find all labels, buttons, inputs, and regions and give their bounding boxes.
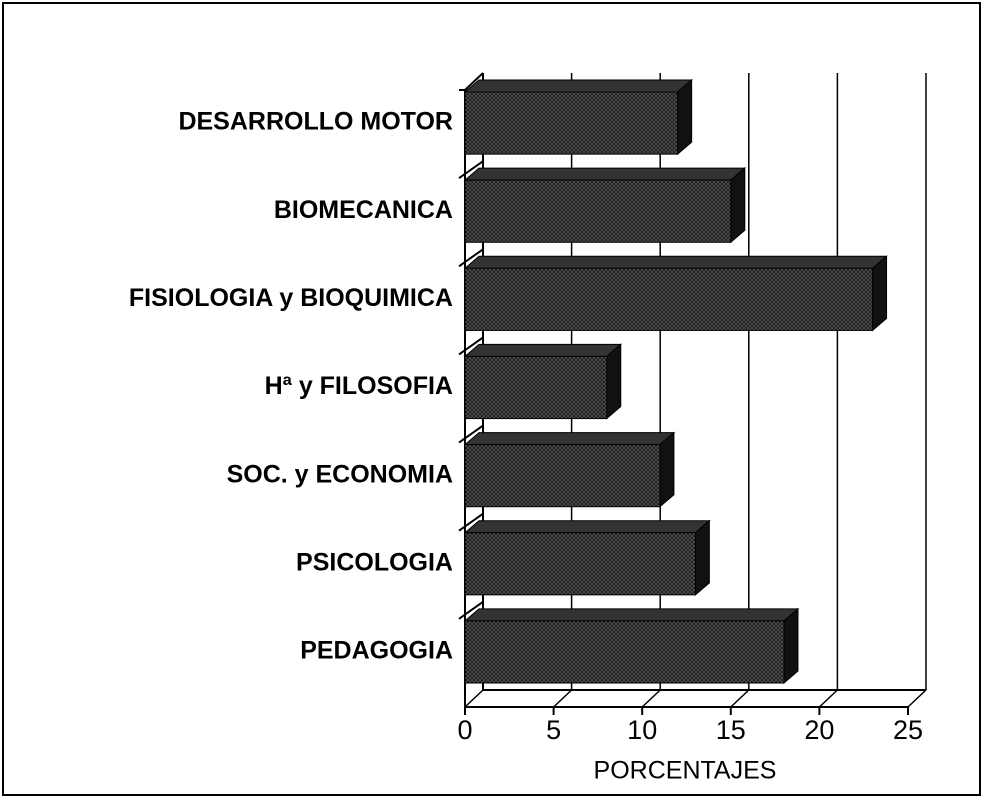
bar bbox=[464, 532, 696, 596]
bar-top bbox=[463, 79, 693, 93]
x-tick-label: 5 bbox=[546, 715, 561, 745]
x-tick-label: 20 bbox=[804, 715, 834, 745]
bar bbox=[464, 355, 608, 420]
category-divider bbox=[458, 512, 484, 532]
bar bbox=[464, 267, 874, 331]
category-divider bbox=[458, 336, 484, 356]
floor-grid-line bbox=[641, 689, 661, 708]
bar-side bbox=[694, 519, 710, 596]
bar bbox=[464, 444, 661, 508]
bar-side bbox=[677, 78, 693, 156]
y-tick-label: BIOMECANICA bbox=[274, 196, 453, 224]
x-tick-label: 15 bbox=[716, 715, 746, 745]
bar-top bbox=[463, 343, 623, 357]
bar-side bbox=[783, 607, 799, 685]
bar bbox=[464, 91, 679, 155]
x-axis-label: PORCENTAJES bbox=[594, 757, 777, 785]
floor-grid-line bbox=[464, 689, 484, 708]
top-edge bbox=[464, 72, 484, 91]
bar bbox=[464, 620, 785, 684]
floor-grid-line bbox=[907, 689, 927, 708]
y-tick-label: DESARROLLO MOTOR bbox=[178, 108, 453, 136]
bar-side bbox=[659, 431, 675, 508]
category-divider bbox=[458, 160, 484, 179]
floor-grid-line bbox=[818, 689, 838, 708]
floor-grid-line bbox=[730, 689, 750, 708]
bar-top bbox=[463, 520, 711, 534]
category-divider bbox=[458, 248, 484, 268]
bar-top bbox=[463, 432, 676, 446]
y-tick-label: PEDAGOGIA bbox=[300, 637, 453, 665]
y-tick-label: Hª y FILOSOFIA bbox=[265, 372, 453, 400]
y-tick-label: SOC. y ECONOMIA bbox=[227, 460, 453, 488]
floor-grid-line bbox=[553, 689, 573, 708]
x-tick-label: 0 bbox=[457, 715, 472, 745]
y-tick-label: PSICOLOGIA bbox=[296, 548, 453, 576]
category-divider bbox=[458, 424, 484, 444]
x-tick-label: 25 bbox=[893, 715, 923, 745]
category-divider bbox=[458, 601, 484, 620]
bar bbox=[464, 179, 732, 243]
bar-top bbox=[463, 167, 747, 181]
bar-side bbox=[730, 167, 746, 244]
bar-side bbox=[872, 255, 888, 332]
bar-top bbox=[463, 255, 888, 269]
y-tick-label: FISIOLOGIA y BIOQUIMICA bbox=[129, 284, 453, 312]
bar-side bbox=[606, 343, 622, 420]
bar-top bbox=[463, 608, 800, 622]
x-tick-label: 10 bbox=[627, 715, 657, 745]
